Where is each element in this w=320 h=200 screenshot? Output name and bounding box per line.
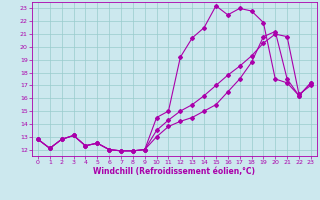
X-axis label: Windchill (Refroidissement éolien,°C): Windchill (Refroidissement éolien,°C) [93, 167, 255, 176]
